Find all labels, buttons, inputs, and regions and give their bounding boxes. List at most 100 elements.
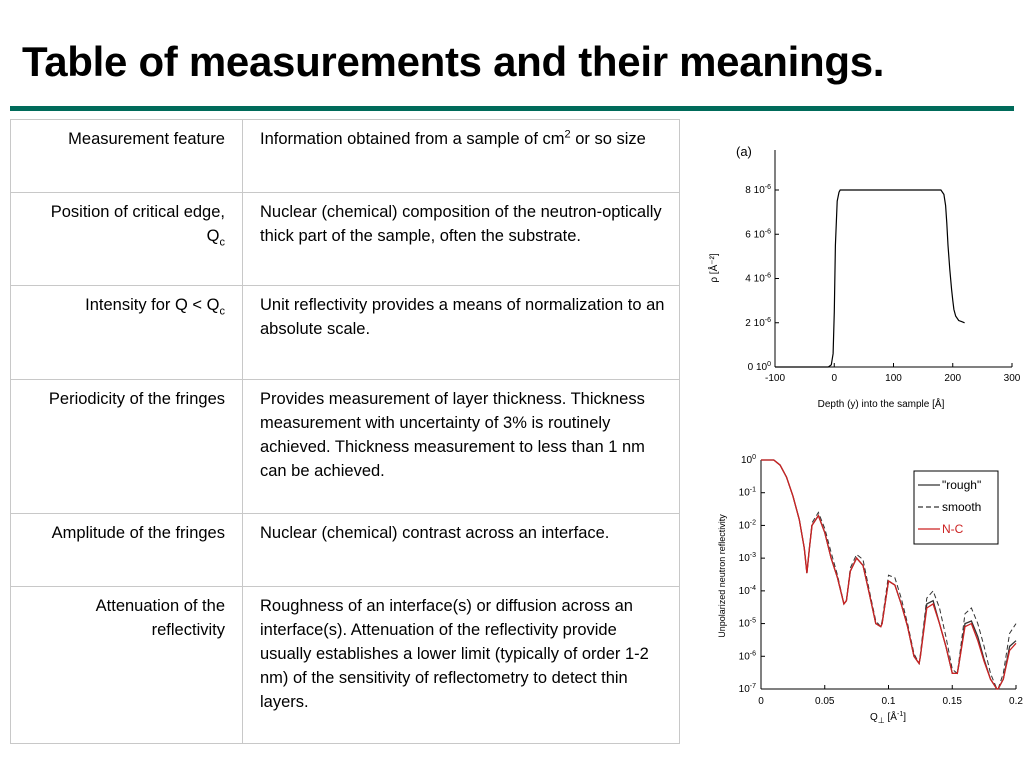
table-row: Intensity for Q < Qc Unit reflectivity p… [10,285,680,380]
y-tick-label: 100 [741,454,756,466]
feature-text: Intensity for Q < Q [85,296,220,314]
header-info-text-end: or so size [570,130,646,148]
info-cell: Roughness of an interface(s) or diffusio… [242,586,680,744]
feature-text: Attenuation of the reflectivity [95,597,225,639]
y-tick-label: 0 100 [748,361,771,373]
feature-cell: Periodicity of the fringes [10,379,243,514]
info-cell: Nuclear (chemical) composition of the ne… [242,192,680,286]
y-tick-label-mantissa: 2 10 [745,318,765,329]
y-tick-label-exponent: 0 [767,361,771,368]
chart-legend: "rough" smooth N-C [913,470,999,545]
x-tick-label: 0.2 [1009,696,1023,707]
table-header-row: Measurement feature Information obtained… [10,119,680,193]
y-tick-label-exponent: -6 [765,273,771,280]
table-row: Attenuation of the reflectivity Roughnes… [10,586,680,744]
x-axis-label-unit-end: ] [903,712,906,723]
x-axis-label: Depth (y) into the sample [Å] [818,397,945,410]
info-text: Nuclear (chemical) composition of the ne… [260,203,662,245]
y-tick-label: 8 10-6 [745,184,771,196]
info-text: Unit reflectivity provides a means of no… [260,296,665,338]
feature-subscript: c [219,236,226,249]
feature-text: Amplitude of the fringes [51,524,225,542]
feature-cell: Intensity for Q < Qc [10,285,243,380]
y-tick-label: 10-6 [739,650,756,662]
feature-cell: Amplitude of the fringes [10,513,243,587]
x-axis-label-unit: [Å [885,710,898,723]
y-tick-label-mantissa: 10 [739,488,751,499]
info-text: Provides measurement of layer thickness.… [260,390,645,480]
x-axis-label-unit-exp: -1 [897,711,903,718]
y-tick-label-mantissa: 10 [739,520,751,531]
x-axis-label-sub: ⊥ [878,716,885,725]
x-tick-label: 200 [944,373,961,384]
panel-label: (a) [736,144,752,159]
x-tick-label: 0 [831,373,837,384]
y-tick-label: 10-5 [739,618,756,630]
feature-cell: Position of critical edge, Qc [10,192,243,286]
info-cell: Provides measurement of layer thickness.… [242,379,680,514]
y-tick-label-mantissa: 10 [739,586,751,597]
y-tick-label-mantissa: 4 10 [745,274,765,285]
reflectivity-chart: Unpolarized neutron reflectivity Q⊥ [Å-1… [717,454,1023,725]
title-divider [10,106,1014,111]
y-tick-label-exponent: -6 [750,650,756,657]
y-tick-label-exponent: -5 [750,618,756,625]
info-cell: Nuclear (chemical) contrast across an in… [242,513,680,587]
y-tick-label-mantissa: 10 [741,455,753,466]
sld-profile-line [775,189,965,368]
y-axis-label: Unpolarized neutron reflectivity [717,514,727,638]
table-row: Periodicity of the fringes Provides meas… [10,379,680,514]
y-tick-label-exponent: -4 [750,585,756,592]
y-tick-label: 4 10-6 [745,273,771,285]
x-tick-label: 300 [1004,373,1021,384]
y-tick-label-mantissa: 10 [739,651,751,662]
y-tick-label-exponent: -1 [750,487,756,494]
info-text: Nuclear (chemical) contrast across an in… [260,524,610,542]
info-cell: Unit reflectivity provides a means of no… [242,285,680,380]
y-tick-label-exponent: 0 [752,454,756,461]
y-tick-label-exponent: -2 [750,519,756,526]
sld-profile-chart: (a) ρ [Å⁻²] Depth (y) into the sample [Å… [707,144,1021,410]
table-row: Amplitude of the fringes Nuclear (chemic… [10,513,680,587]
y-tick-label: 10-3 [739,552,756,564]
y-tick-label: 2 10-6 [745,317,771,329]
feature-cell: Attenuation of the reflectivity [10,586,243,744]
y-tick-label-exponent: -3 [750,552,756,559]
x-tick-label: -100 [765,373,785,384]
y-tick-label-mantissa: 0 10 [748,362,768,373]
y-tick-label-mantissa: 10 [739,619,751,630]
y-tick-label: 10-7 [739,683,756,695]
legend-label: N-C [942,522,964,536]
y-tick-label-mantissa: 8 10 [745,185,765,196]
x-tick-label: 0 [758,696,764,707]
y-axis-label: ρ [Å⁻²] [707,253,720,283]
feature-text: Periodicity of the fringes [48,390,225,408]
y-tick-label-exponent: -6 [765,184,771,191]
header-feature-text: Measurement feature [68,130,225,148]
x-tick-label: 100 [885,373,902,384]
legend-label: smooth [942,500,981,514]
y-tick-label-exponent: -6 [765,317,771,324]
header-info: Information obtained from a sample of cm… [242,119,680,193]
x-axis-label-q: Q [870,712,878,723]
header-feature: Measurement feature [10,119,243,193]
y-tick-label-mantissa: 10 [739,684,751,695]
y-tick-label-mantissa: 6 10 [745,229,765,240]
legend-label: "rough" [942,478,981,492]
x-axis-label: Q⊥ [Å-1] [870,710,906,725]
page-title: Table of measurements and their meanings… [22,38,885,85]
x-tick-label: 0.15 [943,696,963,707]
table-row: Position of critical edge, Qc Nuclear (c… [10,192,680,286]
info-text: Roughness of an interface(s) or diffusio… [260,597,649,711]
header-info-text: Information obtained from a sample of cm [260,130,565,148]
y-tick-label: 6 10-6 [745,228,771,240]
y-tick-label: 10-4 [739,585,756,597]
y-tick-label-mantissa: 10 [739,553,751,564]
reflectivity-line-n-c [761,459,1017,690]
feature-subscript: c [219,305,226,318]
x-tick-label: 0.05 [815,696,835,707]
header-info-superscript: 2 [564,128,571,141]
measurements-table: Measurement feature Information obtained… [10,119,680,744]
y-tick-label: 10-2 [739,519,756,531]
x-tick-label: 0.1 [882,696,896,707]
